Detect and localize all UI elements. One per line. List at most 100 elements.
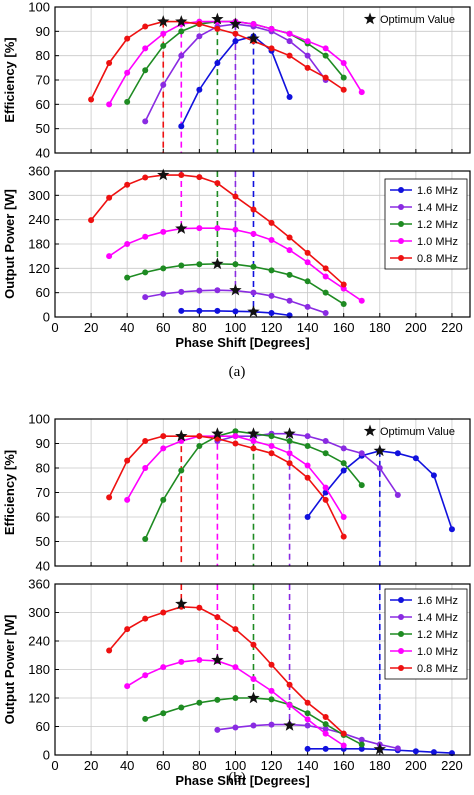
data-point <box>196 604 203 611</box>
y-tick-label: 0 <box>43 748 50 763</box>
data-point <box>196 225 203 232</box>
data-point <box>142 174 149 181</box>
y-tick-label: 300 <box>28 188 50 203</box>
data-point <box>178 288 185 295</box>
data-point <box>250 438 257 445</box>
data-point <box>160 265 167 272</box>
data-point <box>358 736 365 743</box>
optimum-star-marker <box>247 427 260 439</box>
y-axis-label: Output Power [W] <box>2 615 17 725</box>
data-point <box>178 658 185 665</box>
data-point <box>286 460 293 467</box>
data-point <box>358 741 365 748</box>
data-point <box>430 472 437 479</box>
y-tick-label: 180 <box>28 662 50 677</box>
data-point <box>286 52 293 59</box>
data-point <box>232 440 239 447</box>
x-tick-label: 220 <box>441 320 463 335</box>
legend-swatch-marker <box>398 204 404 210</box>
data-point <box>322 74 329 81</box>
legend-entry-label: 1.2 MHz <box>417 219 458 231</box>
data-point <box>286 94 293 101</box>
data-point <box>232 724 239 731</box>
data-point <box>196 657 203 663</box>
data-point <box>322 714 329 720</box>
data-point <box>142 45 149 52</box>
x-tick-label: 220 <box>441 758 463 773</box>
chart-a-efficiency: 40 50 60 70 80 90 100 Efficiency [%] Optimum Val… <box>2 0 471 161</box>
data-point <box>214 180 221 187</box>
data-point <box>250 263 257 270</box>
series-line <box>108 605 345 735</box>
data-point <box>286 234 293 241</box>
data-point <box>286 271 293 278</box>
data-point <box>196 442 203 449</box>
data-point <box>178 307 185 314</box>
data-point <box>394 745 401 752</box>
y-tick-label: 360 <box>28 577 50 592</box>
data-point <box>160 710 167 717</box>
data-point <box>124 241 131 247</box>
data-point <box>106 253 113 260</box>
optimum-star-marker <box>247 691 260 704</box>
y-tick-label: 80 <box>36 48 50 63</box>
series-line <box>108 435 345 537</box>
legend-swatch-marker <box>398 255 404 261</box>
x-tick-label: 100 <box>225 320 247 335</box>
x-tick-label: 100 <box>225 758 247 773</box>
x-tick-label: 140 <box>297 758 319 773</box>
data-point <box>304 710 311 717</box>
x-tick-label: 200 <box>405 320 427 335</box>
data-point <box>232 38 239 45</box>
legend-swatch-marker <box>398 631 404 637</box>
x-tick-label: 180 <box>369 320 391 335</box>
data-point <box>340 301 347 308</box>
y-tick-label: 300 <box>28 605 50 620</box>
data-point <box>430 749 437 756</box>
optimum-star-marker <box>373 742 386 755</box>
y-tick-label: 90 <box>36 436 50 451</box>
data-point <box>214 25 221 32</box>
data-point <box>394 450 401 457</box>
optimum-star-marker <box>211 653 224 666</box>
legend-entry-label: 1.6 MHz <box>417 185 458 197</box>
data-point <box>250 206 257 213</box>
optimum-star-marker <box>283 427 296 439</box>
data-point <box>304 278 311 285</box>
optimum-star-marker <box>373 444 386 457</box>
legend-entry-label: 0.8 MHz <box>417 253 458 265</box>
data-point <box>250 641 257 648</box>
data-point <box>268 721 275 728</box>
data-point <box>250 722 257 729</box>
data-point <box>268 267 275 274</box>
data-point <box>106 494 113 501</box>
data-point <box>160 664 167 671</box>
data-point <box>160 81 167 88</box>
data-point <box>322 273 329 280</box>
data-point <box>178 28 185 35</box>
data-point <box>304 474 311 481</box>
x-axis-label: Phase Shift [Degrees] <box>175 335 309 350</box>
data-point <box>160 609 167 616</box>
caption-a: (a) <box>229 364 246 380</box>
y-tick-label: 100 <box>28 0 50 15</box>
data-point <box>304 716 311 723</box>
y-tick-label: 70 <box>36 73 50 88</box>
data-point <box>286 702 293 709</box>
y-tick-label: 60 <box>36 719 50 734</box>
y-tick-label: 180 <box>28 237 50 252</box>
data-point <box>358 745 365 752</box>
legend-optimum-star <box>363 424 377 437</box>
data-point <box>286 247 293 254</box>
data-point <box>142 294 149 301</box>
plot-frame <box>54 418 471 567</box>
data-point <box>196 433 203 440</box>
data-point <box>214 614 221 621</box>
y-axis-label: Output Power [W] <box>2 189 17 299</box>
data-point <box>340 460 347 467</box>
data-point <box>214 225 221 232</box>
optimum-star-marker <box>175 222 188 234</box>
data-point <box>250 676 257 682</box>
y-tick-label: 40 <box>36 559 50 574</box>
data-point <box>142 438 149 445</box>
